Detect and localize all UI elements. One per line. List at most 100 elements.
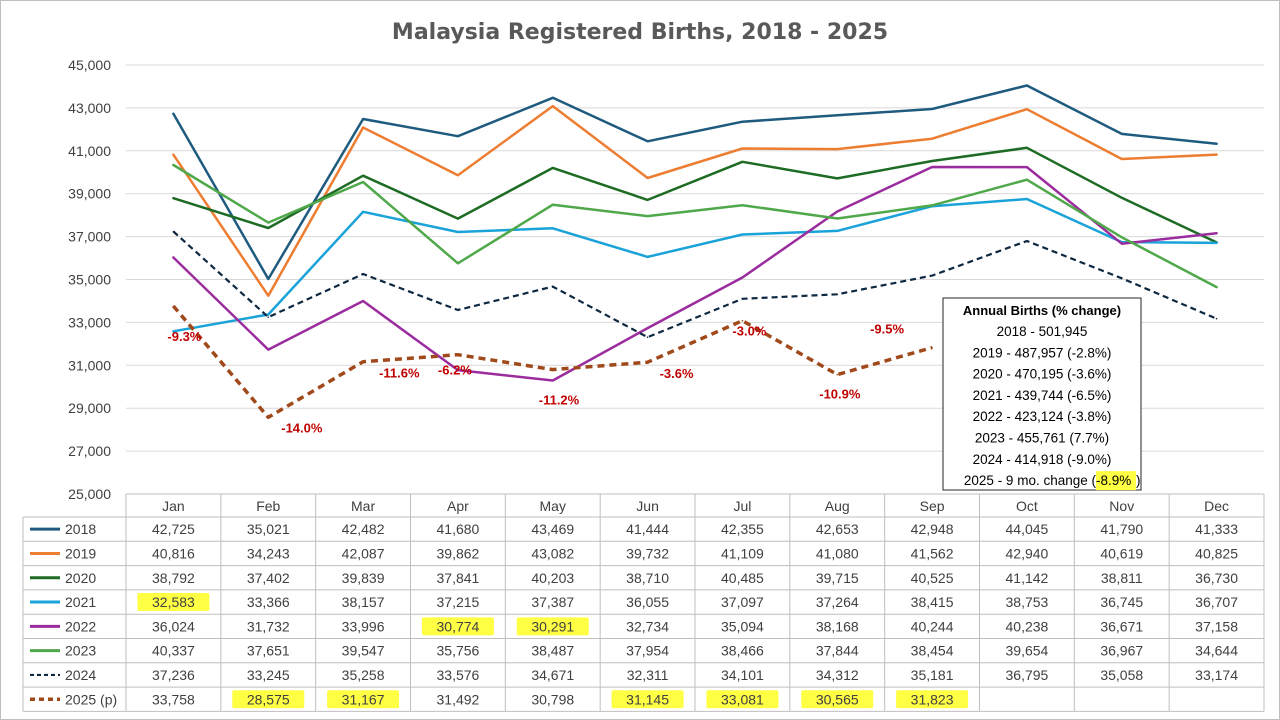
annotation-label: -14.0% xyxy=(281,420,323,435)
data-table-cell: 39,654 xyxy=(1006,643,1049,659)
data-point xyxy=(931,204,933,207)
data-table-cell: 30,565 xyxy=(816,691,859,707)
data-table-cell: 36,707 xyxy=(1195,594,1238,610)
data-table-cell: 33,576 xyxy=(437,667,480,683)
data-table-cell: 39,715 xyxy=(816,570,859,586)
data-point xyxy=(931,346,933,349)
data-table-cell: 38,466 xyxy=(721,643,764,659)
legend-label: 2021 xyxy=(65,594,96,610)
data-table-cell: 41,333 xyxy=(1195,521,1238,537)
data-point xyxy=(1026,108,1028,110)
x-tick-label: Sep xyxy=(920,498,945,514)
data-table-cell: 39,839 xyxy=(342,570,385,586)
data-point xyxy=(646,199,649,201)
data-point xyxy=(741,147,744,150)
x-tick-label: Feb xyxy=(256,498,280,514)
data-table-cell: 40,244 xyxy=(911,618,954,634)
data-table-cell: 42,482 xyxy=(342,521,385,537)
data-point xyxy=(267,316,270,318)
data-point xyxy=(362,126,364,129)
data-table-cell: 32,311 xyxy=(627,667,669,683)
x-tick-label: May xyxy=(540,498,566,514)
data-point xyxy=(362,210,364,213)
chart-title: Malaysia Registered Births, 2018 - 2025 xyxy=(392,20,888,45)
data-table-cell: 42,355 xyxy=(721,521,764,537)
data-table-cell: 33,081 xyxy=(721,691,764,707)
data-point xyxy=(1026,198,1028,200)
annual-box-row: 2025 - 9 mo. change ( xyxy=(964,473,1097,488)
series-line-2021 xyxy=(172,197,1218,333)
data-point xyxy=(551,285,554,288)
data-table-cell: 41,080 xyxy=(816,545,859,561)
data-point xyxy=(551,203,554,206)
data-point xyxy=(836,293,839,296)
data-table-cell: 35,258 xyxy=(342,667,385,683)
annual-box-highlight: -8.9% xyxy=(1096,473,1131,488)
series-line-2020 xyxy=(172,146,1218,244)
data-table-cell: 38,710 xyxy=(626,570,669,586)
data-point xyxy=(267,278,270,280)
data-point xyxy=(836,114,839,117)
data-table-cell: 37,264 xyxy=(816,594,859,610)
data-point xyxy=(931,108,933,110)
data-point xyxy=(836,210,839,213)
data-table-cell: 40,337 xyxy=(152,643,195,659)
data-table-cell: 34,243 xyxy=(247,545,290,561)
data-table-cell: 33,366 xyxy=(247,594,290,610)
series-line-2022 xyxy=(172,165,1218,382)
data-table-cell: 31,167 xyxy=(342,691,385,707)
data-point xyxy=(741,319,744,322)
annual-box-row: 2021 - 439,744 (-6.5%) xyxy=(973,388,1112,403)
data-point xyxy=(1120,196,1123,199)
data-table-cell: 41,680 xyxy=(437,521,480,537)
data-point xyxy=(267,313,270,316)
data-point xyxy=(172,230,175,233)
data-table-cell: 40,619 xyxy=(1100,545,1143,561)
annual-box-row: 2023 - 455,761 (7.7%) xyxy=(975,431,1109,446)
data-table-cell: 39,862 xyxy=(437,545,480,561)
legend-label: 2018 xyxy=(65,521,96,537)
data-table-cell: 36,745 xyxy=(1100,594,1143,610)
data-point xyxy=(741,161,744,163)
data-point xyxy=(457,309,459,311)
cell-highlight xyxy=(137,593,210,612)
data-table-cell: 40,238 xyxy=(1006,618,1049,634)
legend-label: 2020 xyxy=(65,570,96,586)
data-table-cell: 40,525 xyxy=(911,570,954,586)
data-table-cell: 36,730 xyxy=(1195,570,1238,586)
data-table-cell: 35,094 xyxy=(721,618,764,634)
data-table-cell: 42,653 xyxy=(816,521,859,537)
data-point xyxy=(741,204,744,206)
data-point xyxy=(1026,166,1028,168)
annotation-label: -11.2% xyxy=(539,393,580,408)
data-table-cell: 36,024 xyxy=(152,618,195,634)
data-table-cell: 43,469 xyxy=(531,521,574,537)
annotation-label: -11.6% xyxy=(379,366,420,381)
data-point xyxy=(1120,242,1123,245)
cell-highlight xyxy=(801,690,874,709)
data-table-cell: 37,215 xyxy=(437,594,480,610)
data-table-cell: 37,236 xyxy=(152,667,195,683)
data-point xyxy=(741,297,744,300)
y-tick-label: 27,000 xyxy=(68,443,111,459)
annotation-label: -9.3% xyxy=(167,329,201,344)
data-table-cell: 37,387 xyxy=(531,594,574,610)
data-table-cell: 35,181 xyxy=(911,667,954,683)
data-table-cell: 31,492 xyxy=(437,691,480,707)
data-table-cell: 34,644 xyxy=(1195,643,1238,659)
x-tick-label: Jan xyxy=(162,498,185,514)
data-table-cell: 41,142 xyxy=(1006,570,1049,586)
annotation-label: -3.0% xyxy=(732,324,766,339)
data-table-cell: 39,547 xyxy=(342,643,385,659)
data-table-cell: 37,158 xyxy=(1195,618,1238,634)
data-table-cell: 42,087 xyxy=(342,545,385,561)
data-table-cell: 41,562 xyxy=(911,545,954,561)
cell-highlight xyxy=(611,690,684,709)
x-tick-label: Apr xyxy=(447,498,469,514)
annotation-label: -9.5% xyxy=(870,322,904,337)
data-table-cell: 40,485 xyxy=(721,570,764,586)
data-point xyxy=(362,273,364,275)
data-table-cell: 37,097 xyxy=(721,594,764,610)
cell-highlight xyxy=(421,617,494,636)
data-point xyxy=(836,373,839,376)
